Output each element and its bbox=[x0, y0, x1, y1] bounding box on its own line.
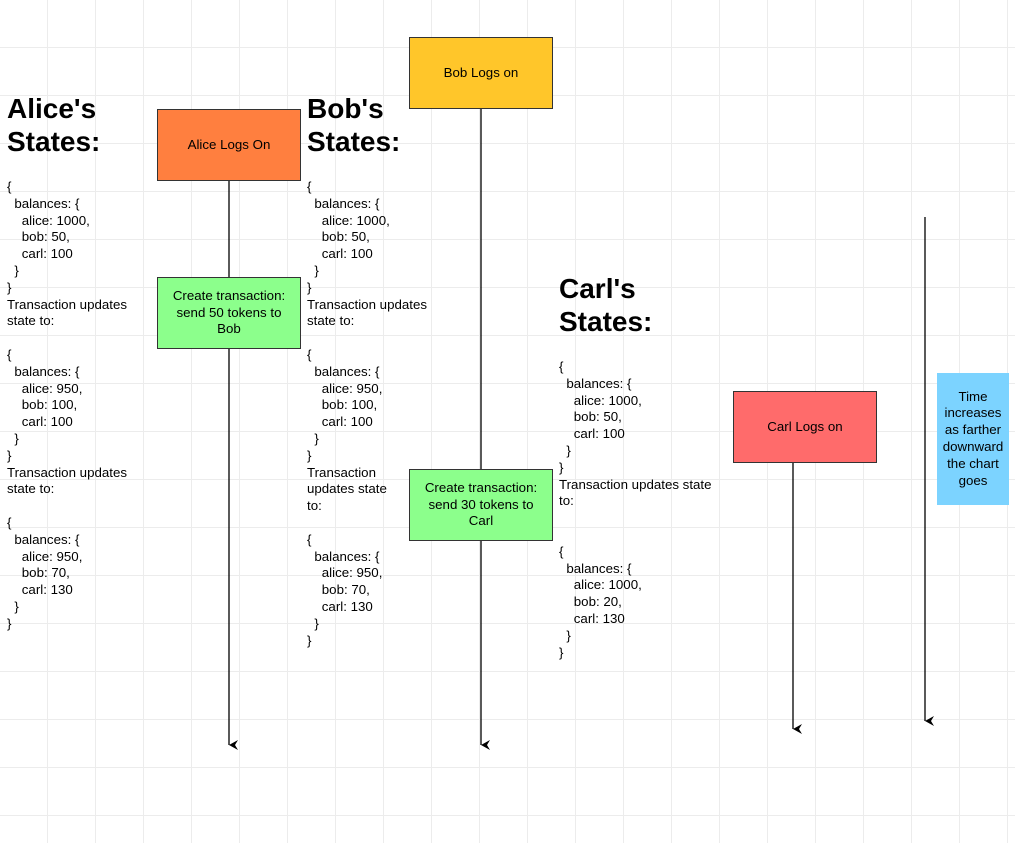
carl-states-heading: Carl's States: bbox=[559, 273, 653, 337]
carl-states-text: { balances: { alice: 1000, bob: 50, carl… bbox=[559, 359, 712, 660]
alice-logon-box[interactable]: Alice Logs On bbox=[157, 109, 301, 181]
bob-states-text: { balances: { alice: 1000, bob: 50, carl… bbox=[307, 179, 427, 648]
bob-states-heading: Bob's States: bbox=[307, 93, 401, 157]
alice-states-text: { balances: { alice: 1000, bob: 50, carl… bbox=[7, 179, 127, 631]
alice-states-heading: Alice's States: bbox=[7, 93, 101, 157]
bob-logon-box[interactable]: Bob Logs on bbox=[409, 37, 553, 109]
bob-transaction-box[interactable]: Create transaction: send 30 tokens to Ca… bbox=[409, 469, 553, 541]
time-note: Time increases as farther downward the c… bbox=[937, 373, 1009, 505]
alice-transaction-box[interactable]: Create transaction: send 50 tokens to Bo… bbox=[157, 277, 301, 349]
carl-logon-box[interactable]: Carl Logs on bbox=[733, 391, 877, 463]
